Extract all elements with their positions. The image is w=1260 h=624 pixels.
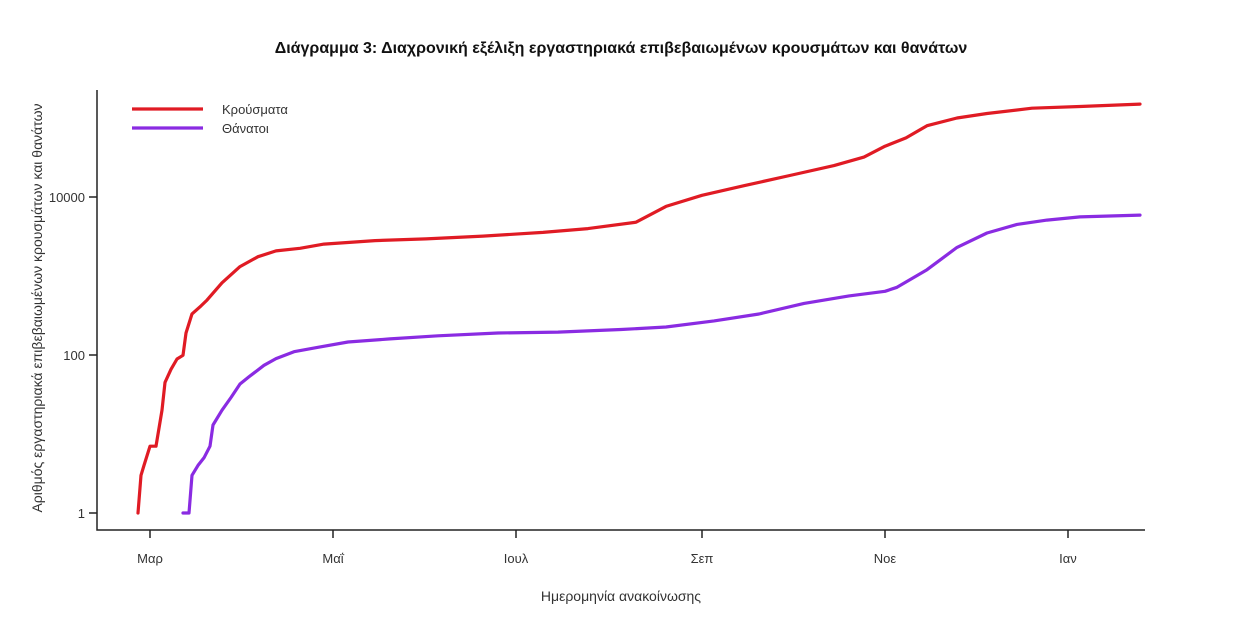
x-tick-label: Ιουλ bbox=[504, 551, 529, 566]
axis-lines bbox=[96, 90, 1145, 531]
legend: Κρούσματα Θάνατοι bbox=[132, 102, 288, 136]
x-axis-label: Ημερομηνία ανακοίνωσης bbox=[541, 588, 701, 604]
y-axis-label: Αριθμός εργαστηριακά επιβεβαιωμένων κρου… bbox=[29, 103, 45, 512]
y-axis-ticks: 1 100 10000 bbox=[49, 190, 97, 521]
y-tick-label: 100 bbox=[63, 348, 85, 363]
y-tick-label: 10000 bbox=[49, 190, 85, 205]
legend-label-deaths: Θάνατοι bbox=[222, 121, 269, 136]
series-lines bbox=[136, 102, 1142, 515]
x-tick-label: Ιαν bbox=[1059, 551, 1077, 566]
series-line-cases bbox=[136, 102, 1142, 515]
x-axis-ticks: Μαρ Μαΐ Ιουλ Σεπ Νοε Ιαν bbox=[137, 530, 1077, 566]
x-tick-label: Νοε bbox=[874, 551, 897, 566]
legend-label-cases: Κρούσματα bbox=[222, 102, 288, 117]
series-line-deaths bbox=[181, 213, 1142, 515]
x-tick-label: Μαΐ bbox=[322, 551, 344, 566]
chart-title: Διάγραμμα 3: Διαχρονική εξέλιξη εργαστηρ… bbox=[275, 40, 968, 57]
x-tick-label: Σεπ bbox=[691, 551, 714, 566]
y-tick-label: 1 bbox=[78, 506, 85, 521]
x-tick-label: Μαρ bbox=[137, 551, 163, 566]
axes bbox=[96, 90, 1145, 531]
